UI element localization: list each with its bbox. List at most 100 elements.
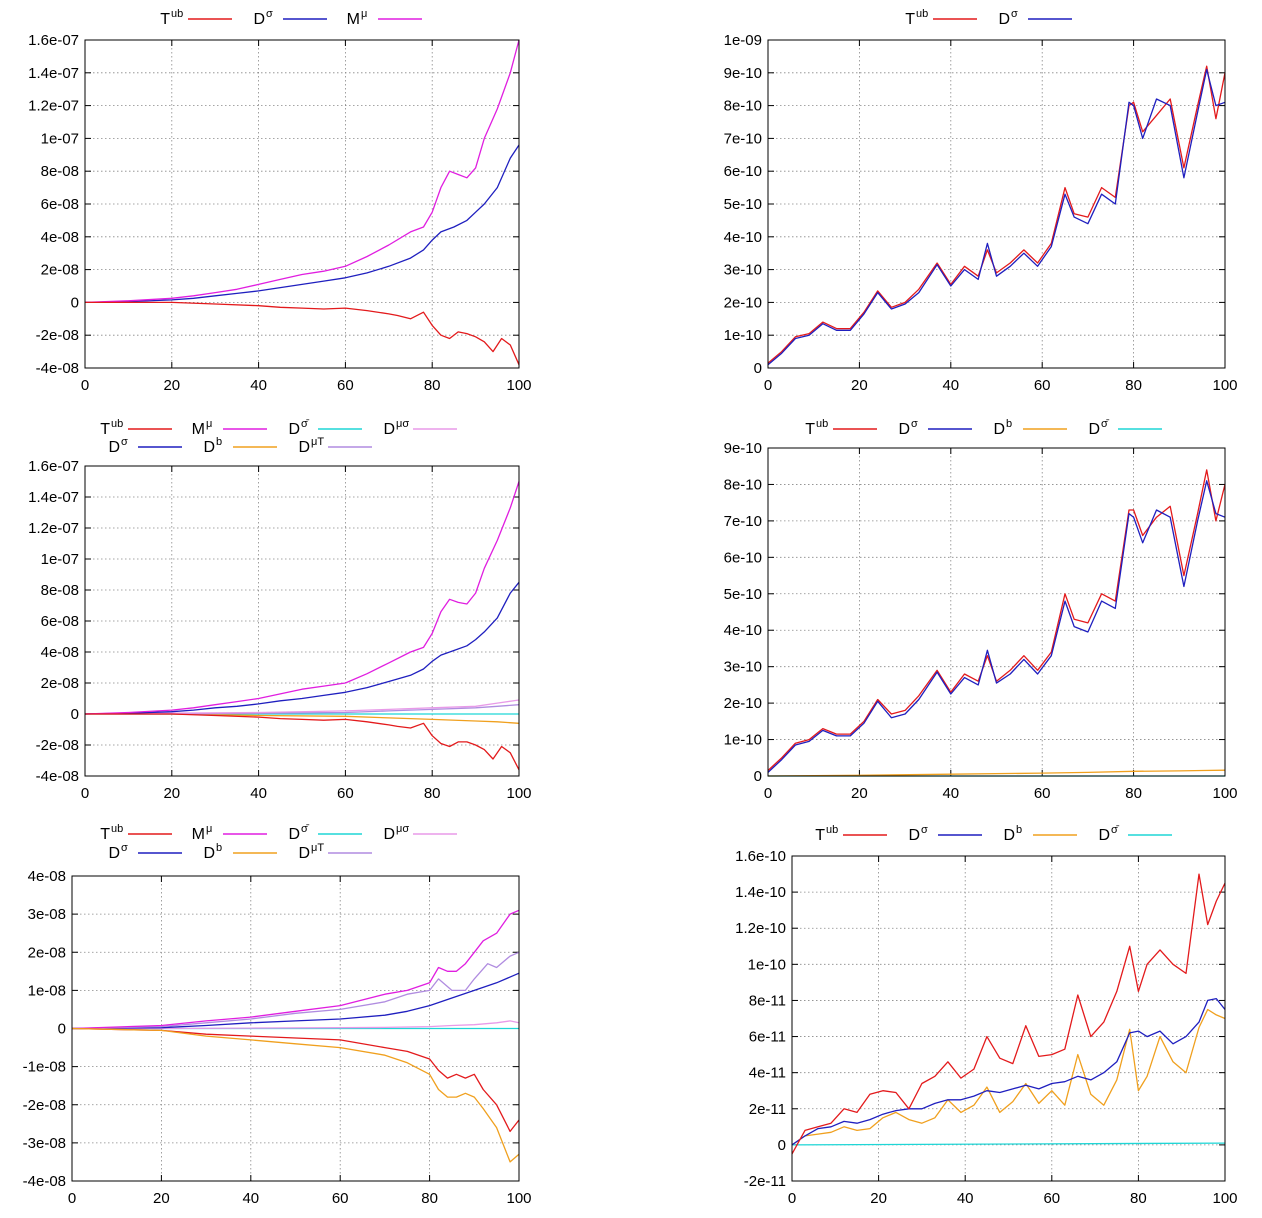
legend-label-sup: μ (206, 823, 212, 835)
y-tick-label: 4e-08 (41, 229, 79, 246)
y-tick-label: -4e-08 (36, 768, 79, 785)
chart-4: 0 20 40 60 80 100 0 1e-10 2e-10 3e-10 4e-10 5e-10 6e… (724, 418, 1238, 802)
y-tick-label: 8e-08 (41, 582, 79, 599)
x-tick-label: 40 (250, 785, 267, 802)
legend-label: D (383, 826, 395, 843)
y-tick-label: 0 (754, 768, 762, 785)
y-tick-label: 0 (71, 706, 79, 723)
series-line-2 (791, 1008, 1226, 1146)
series-line-7 (85, 713, 520, 771)
series-line-5 (71, 909, 520, 1030)
y-tick-label: -2e-08 (23, 1097, 66, 1114)
legend-label-sup: σ (121, 436, 128, 448)
chart-3: 0 20 40 60 80 100 -4e-08 -2e-08 0 2e-08 4e-08 6e-08… (28, 418, 531, 802)
y-tick-label: 1.2e-07 (28, 98, 79, 115)
legend-label-sup: ub (111, 823, 123, 835)
chart-2: 0 20 40 60 80 100 0 1e-10 2e-10 3e-10 4e-10 5e-10 6e… (724, 8, 1238, 394)
legend-label: D (898, 421, 910, 438)
y-tick-label: 9e-10 (724, 440, 762, 457)
x-tick-label: 40 (242, 1190, 259, 1207)
x-tick-label: 100 (1212, 377, 1237, 394)
x-tick-label: 20 (851, 377, 868, 394)
y-tick-label: 1e-07 (41, 551, 79, 568)
y-tick-label: 6e-08 (41, 613, 79, 630)
y-tick-label: 0 (754, 360, 762, 377)
legend-label: D (908, 827, 920, 844)
x-tick-label: 20 (851, 785, 868, 802)
plot-frame (84, 39, 520, 369)
legend-label-sup: ub (916, 8, 928, 20)
x-tick-label: 40 (942, 785, 959, 802)
y-tick-label: 1.4e-07 (28, 65, 79, 82)
y-tick-label: 8e-08 (41, 163, 79, 180)
x-tick-label: 60 (337, 377, 354, 394)
y-tick-label: 0 (58, 1021, 66, 1038)
y-tick-label: 2e-08 (41, 262, 79, 279)
legend-label-sup: μ (361, 8, 367, 20)
legend-label-sup: μT (311, 436, 324, 448)
legend-label: D (998, 11, 1010, 28)
x-tick-label: 60 (337, 785, 354, 802)
y-tick-label: 8e-10 (724, 98, 762, 115)
y-tick-label: -1e-08 (23, 1059, 66, 1076)
x-tick-label: 20 (163, 377, 180, 394)
y-tick-label: 7e-10 (724, 130, 762, 147)
y-tick-label: 2e-08 (28, 944, 66, 961)
plot-frame (767, 39, 1226, 369)
legend-label: D (253, 11, 265, 28)
series-line-3 (791, 997, 1226, 1146)
x-tick-label: 80 (424, 785, 441, 802)
legend-label: M (192, 421, 205, 438)
x-tick-label: 60 (1034, 785, 1051, 802)
y-tick-label: 4e-10 (724, 229, 762, 246)
legend-label-sup: σ̄ (301, 823, 310, 835)
series-line-6 (84, 481, 520, 715)
y-tick-label: 9e-10 (724, 65, 762, 82)
legend-label: T (805, 421, 815, 438)
x-tick-label: 100 (1212, 1190, 1237, 1207)
legend-label-sup: σ̄ (301, 418, 310, 430)
x-tick-label: 80 (1130, 1190, 1147, 1207)
legend-label-sup: b (1006, 418, 1012, 430)
x-tick-label: 80 (1125, 785, 1142, 802)
y-tick-label: 3e-08 (28, 906, 66, 923)
legend-label: D (298, 845, 310, 862)
legend-label-sup: σ̄ (1101, 418, 1110, 430)
legend-label: D (1098, 827, 1110, 844)
y-tick-label: 1e-07 (41, 130, 79, 147)
chart-6: 0 20 40 60 80 100-2e-1102e-114e-116e-118e-111… (735, 824, 1237, 1207)
legend-label: D (288, 826, 300, 843)
series-line-4 (767, 480, 1226, 773)
y-tick-label: 0 (71, 294, 79, 311)
y-tick-label: 2e-08 (41, 675, 79, 692)
series-line-7 (71, 1027, 520, 1163)
legend-label-sup: ub (826, 824, 838, 836)
y-tick-label: -2e-08 (36, 737, 79, 754)
legend-label-sup: σ (1011, 8, 1018, 20)
series-line-3 (85, 704, 520, 715)
x-tick-label: 20 (163, 785, 180, 802)
y-tick-label: 4e-08 (28, 868, 66, 885)
y-tick-label: 3e-10 (724, 659, 762, 676)
series-line-4 (791, 873, 1226, 1155)
y-tick-label: 1e-10 (748, 956, 786, 973)
x-tick-label: 20 (870, 1190, 887, 1207)
series-line-2 (84, 39, 520, 304)
legend-label: T (100, 826, 110, 843)
x-tick-label: 100 (506, 377, 531, 394)
y-tick-label: 0 (778, 1137, 786, 1154)
